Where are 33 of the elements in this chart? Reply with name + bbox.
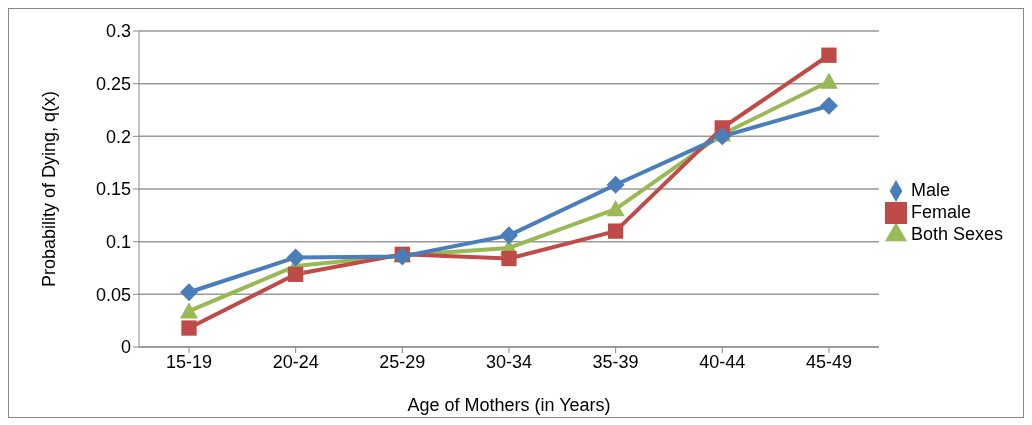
y-tick-label: 0.15 — [95, 179, 131, 200]
y-tick-label: 0 — [120, 337, 131, 358]
point — [819, 72, 838, 89]
y-axis-title: Probability of Dying, q(x) — [39, 90, 60, 288]
point — [713, 127, 732, 146]
point — [286, 248, 305, 267]
x-tick-label: 30-34 — [485, 351, 532, 372]
legend-label: Female — [910, 201, 971, 222]
y-tick-label: 0.1 — [105, 232, 131, 253]
x-tick-label: 35-39 — [592, 351, 639, 372]
point — [181, 320, 197, 336]
y-tick-label: 0.2 — [105, 126, 131, 147]
y-tick-label: 0.3 — [105, 21, 131, 42]
x-tick-label: 25-29 — [379, 351, 426, 372]
y-tick-label: 0.25 — [95, 74, 131, 95]
point — [606, 175, 625, 194]
point — [821, 47, 837, 63]
point — [819, 96, 838, 115]
point — [501, 250, 517, 267]
point — [180, 283, 198, 302]
x-tick-label: 45-49 — [805, 351, 852, 372]
x-tick-label: 40-44 — [699, 351, 746, 372]
legend-label: Both Sexes — [910, 224, 1003, 245]
x-tick-label: 15-19 — [165, 351, 213, 372]
point — [288, 266, 304, 282]
point — [499, 226, 518, 245]
point — [606, 200, 625, 217]
x-tick-label: 20-24 — [272, 351, 319, 372]
y-tick-label: 0.05 — [95, 284, 131, 305]
point — [180, 302, 198, 319]
legend-label: Male — [910, 179, 950, 200]
point — [607, 223, 624, 239]
x-axis-title: Age of Mothers (in Years) — [407, 395, 611, 415]
